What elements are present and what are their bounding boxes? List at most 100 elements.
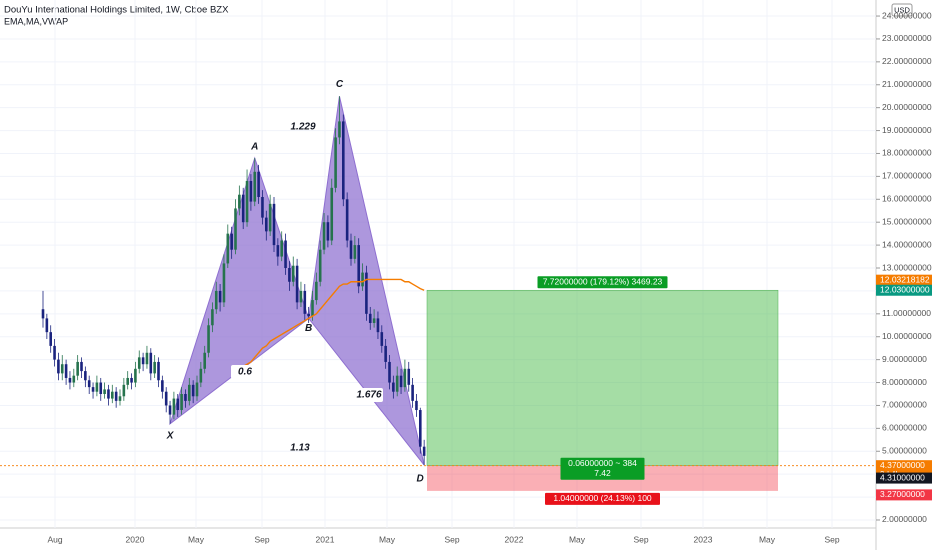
candle-body <box>249 180 253 202</box>
candle-body <box>303 290 307 314</box>
candle-body <box>280 240 283 257</box>
time-label: May <box>379 534 396 544</box>
candle-body <box>411 384 414 401</box>
price-badge <box>876 284 932 296</box>
candle-body <box>199 368 203 383</box>
candle-body <box>261 196 264 218</box>
price-badge <box>876 489 932 501</box>
price-badge-label: 3.27000000 <box>880 489 925 499</box>
ratio-label: 1.13 <box>290 443 310 454</box>
entry-label: 0.06000000 ~ 384 <box>568 458 637 468</box>
candle-body <box>41 309 45 319</box>
candle-body <box>164 391 168 406</box>
currency-box <box>891 3 913 17</box>
candle-body <box>380 332 384 346</box>
candle-body <box>284 240 287 269</box>
target-zone <box>426 289 779 466</box>
candle-body <box>415 400 418 411</box>
candle-body <box>422 446 426 456</box>
candle-body <box>141 357 145 365</box>
price-badge-label: 12.03218182 <box>880 274 930 284</box>
price-tick-label: 16.00000000 <box>882 194 932 204</box>
price-tick-label: 7.00000000 <box>882 400 927 410</box>
candle-body <box>72 375 76 383</box>
candle-body <box>291 265 295 282</box>
candle-body <box>122 384 126 397</box>
stop-label-bg <box>545 492 660 505</box>
candle-body <box>399 375 403 388</box>
candle-body <box>99 382 103 394</box>
candle-body <box>338 121 341 138</box>
candle-body <box>353 245 357 259</box>
price-tick-label: 19.00000000 <box>882 125 932 135</box>
candle-body <box>342 121 345 200</box>
candle-body <box>330 187 334 241</box>
candle-body <box>153 361 156 374</box>
candle-body <box>288 268 291 282</box>
target-label: 7.72000000 (179.12%) 3469.23 <box>543 276 663 286</box>
time-label: 2020 <box>126 534 145 544</box>
time-label: 2021 <box>316 534 335 544</box>
price-badge-label: 4.31000000 <box>880 472 925 482</box>
candle-body <box>307 313 310 317</box>
candle-body <box>345 199 349 241</box>
currency: USD <box>894 5 910 14</box>
candle-body <box>45 318 49 333</box>
candle-body <box>64 364 68 378</box>
candle-body <box>126 377 129 385</box>
candle-body <box>53 345 56 360</box>
candle-body <box>68 377 72 383</box>
time-label: 2022 <box>505 534 524 544</box>
time-label: Sep <box>633 534 648 544</box>
candle-body <box>299 290 303 303</box>
price-tick-label: 22.00000000 <box>882 56 932 66</box>
candle-body <box>253 171 257 202</box>
pattern-point-label: X <box>166 430 175 441</box>
candle-body <box>395 375 399 392</box>
candle-body <box>392 382 395 392</box>
candle-body <box>268 203 272 232</box>
ratio-label-bg <box>231 365 259 379</box>
candle-body <box>276 245 280 257</box>
indicators: EMA,MA,VWAP <box>4 16 68 26</box>
candle-body <box>203 352 206 369</box>
candle-body <box>176 398 180 411</box>
candle-body <box>211 309 214 326</box>
price-tick-label: 24.00000000 <box>882 10 932 20</box>
candle-body <box>111 391 114 399</box>
candle-body <box>334 137 337 188</box>
candle-body <box>214 290 218 310</box>
candle-body <box>241 194 245 223</box>
candle-body <box>245 180 249 223</box>
candle-body <box>107 389 110 399</box>
ratio-label: 1.229 <box>290 122 315 133</box>
price-tick-label: 13.00000000 <box>882 262 932 272</box>
price-badge-label: 12.03000000 <box>880 284 930 294</box>
target-label-bg <box>537 276 668 289</box>
candle-body <box>195 382 199 397</box>
candle-body <box>322 222 326 250</box>
price-tick-label: 8.00000000 <box>882 377 927 387</box>
candle-body <box>95 382 99 392</box>
candle-body <box>161 380 164 392</box>
candle-body <box>137 357 141 369</box>
candle-body <box>349 240 353 259</box>
price-tick-label: 23.00000000 <box>882 33 932 43</box>
pattern-point-label: D <box>417 474 424 485</box>
candle-body <box>407 368 411 385</box>
candle-body <box>357 245 360 287</box>
price-badge <box>876 274 932 286</box>
ratio-label: 0.6 <box>238 367 252 378</box>
candle-body <box>84 371 87 381</box>
candle-body <box>372 318 376 323</box>
candle-body <box>188 384 191 401</box>
candle-body <box>76 361 79 376</box>
candle-body <box>80 361 83 372</box>
candle-body <box>134 368 137 383</box>
candle-body <box>172 398 176 415</box>
candle-body <box>91 387 95 392</box>
candle-body <box>226 233 230 264</box>
chart-title: DouYu International Holdings Limited, 1W… <box>4 5 229 16</box>
time-label: Sep <box>254 534 269 544</box>
